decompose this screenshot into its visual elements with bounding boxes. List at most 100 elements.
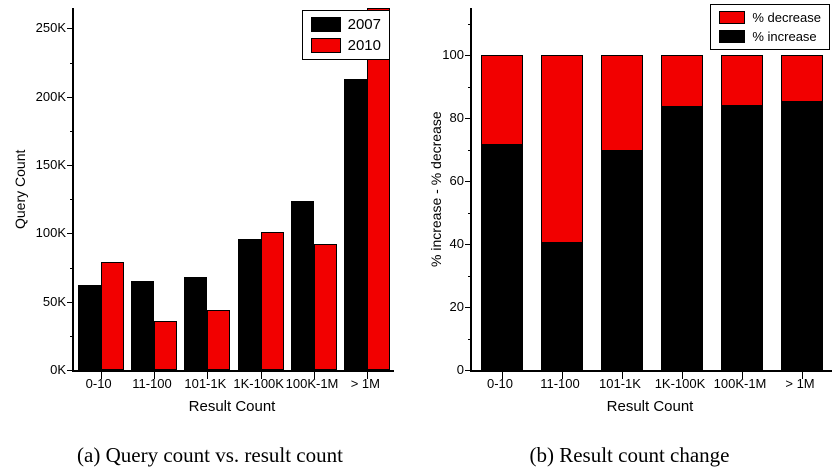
y-major-tick xyxy=(67,28,74,30)
x-tick-mark xyxy=(367,370,369,379)
plot-area-b xyxy=(465,8,832,379)
legend-a: 2007 2010 xyxy=(301,10,390,60)
y-minor-tick xyxy=(70,62,74,64)
legend-swatch-decrease xyxy=(719,11,746,24)
chart-a-panel: Query Count Result Count 2007 2010 (a) Qu… xyxy=(12,8,394,467)
legend-swatch-2007 xyxy=(310,17,341,32)
legend-b: % decrease % increase xyxy=(710,4,830,50)
plot-area-a xyxy=(67,8,394,379)
chart-b-panel: % increase - % decrease Result Count % d… xyxy=(420,0,839,476)
y-minor-tick xyxy=(468,212,472,214)
x-axis-title-b: Result Count xyxy=(606,398,694,415)
x-tick-label: 0-10 xyxy=(85,376,112,391)
y-tick-label: 200K xyxy=(35,88,66,104)
bar-2010-1m xyxy=(367,8,391,370)
y-tick-label: 150K xyxy=(35,157,66,173)
y-minor-tick xyxy=(70,267,74,269)
y-minor-tick xyxy=(468,149,472,151)
segment-decrease-11-100 xyxy=(541,55,583,243)
y-major-tick xyxy=(67,165,74,167)
x-tick-mark xyxy=(154,370,155,379)
bar-2007-1k-100k xyxy=(237,238,261,370)
bar-2007-101-1k xyxy=(184,277,208,370)
y-minor-tick xyxy=(468,275,472,277)
y-tick-label: 60 xyxy=(449,173,464,189)
segment-decrease-1k-100k xyxy=(661,55,703,108)
y-tick-label: 80 xyxy=(449,110,464,126)
segment-decrease-101-1k xyxy=(601,55,643,152)
x-tick-mark xyxy=(100,370,102,379)
bar-2010-100k-1m xyxy=(314,244,337,370)
y-minor-tick xyxy=(70,199,74,201)
y-major-tick xyxy=(465,244,472,246)
x-tick-label: 101-1K xyxy=(599,376,641,391)
bar-2010-101-1k xyxy=(207,309,231,370)
x-tick-mark xyxy=(562,370,563,379)
y-minor-tick xyxy=(70,335,74,337)
y-tick-label: 100K xyxy=(35,225,66,241)
x-tick-mark xyxy=(742,370,743,379)
x-tick-label: 1K-100K xyxy=(233,376,284,391)
x-axis-title-a: Result Count xyxy=(188,398,276,415)
x-tick-mark xyxy=(260,370,262,379)
y-tick-label: 0 xyxy=(456,362,464,377)
x-tick-mark xyxy=(502,370,503,379)
y-major-tick xyxy=(465,307,472,309)
segment-increase-11-100 xyxy=(541,242,583,370)
legend-swatch-increase xyxy=(719,30,746,43)
y-major-tick xyxy=(465,118,472,120)
y-major-tick xyxy=(67,370,74,371)
segment-decrease-1m xyxy=(781,55,823,103)
y-tick-label: 100 xyxy=(442,47,464,63)
y-major-tick xyxy=(465,370,472,371)
y-minor-tick xyxy=(468,338,472,340)
bar-2010-11-100 xyxy=(154,320,177,370)
x-tick-label: 101-1K xyxy=(184,376,227,391)
bar-2010-0-10 xyxy=(100,262,124,370)
caption-b: (b) Result count change xyxy=(529,443,730,467)
y-major-tick xyxy=(465,181,472,183)
y-major-tick xyxy=(67,96,74,98)
y-tick-label: 20 xyxy=(449,299,464,315)
x-tick-label: 100K-1M xyxy=(713,376,767,391)
legend-swatch-2010 xyxy=(310,38,341,53)
bar-2007-1m xyxy=(344,79,368,370)
legend-label: % increase xyxy=(752,29,817,44)
segment-decrease-0-10 xyxy=(481,55,523,145)
y-axis-title-a: Query Count xyxy=(12,149,28,229)
segment-increase-1m xyxy=(781,102,823,370)
legend-item-decrease: % decrease xyxy=(719,10,821,25)
x-tick-label: 0-10 xyxy=(486,376,514,391)
segment-increase-100k-1m xyxy=(721,105,763,370)
y-minor-tick xyxy=(70,130,74,132)
x-tick-mark xyxy=(802,370,803,379)
legend-label: 2007 xyxy=(347,16,381,33)
y-tick-label: 50K xyxy=(42,293,66,309)
y-major-tick xyxy=(465,55,472,57)
bar-2010-1k-100k xyxy=(260,232,284,370)
legend-item-increase: % increase xyxy=(719,29,821,44)
segment-increase-0-10 xyxy=(481,144,523,370)
y-tick-label: 40 xyxy=(449,236,464,252)
x-tick-mark xyxy=(314,370,315,379)
x-tick-mark xyxy=(682,370,683,379)
segment-increase-1k-100k xyxy=(661,107,703,370)
x-tick-label: > 1M xyxy=(785,376,815,391)
y-tick-label: 0K xyxy=(50,362,66,377)
y-minor-tick xyxy=(468,23,472,25)
bar-2007-100k-1m xyxy=(291,200,314,370)
legend-label: % decrease xyxy=(752,10,821,25)
bar-2007-0-10 xyxy=(77,285,101,370)
x-tick-label: 11-100 xyxy=(540,376,580,391)
y-major-tick xyxy=(67,301,74,303)
x-tick-label: 1K-100K xyxy=(654,376,706,391)
x-tick-mark xyxy=(207,370,209,379)
x-tick-label: 11-100 xyxy=(132,376,172,391)
legend-item-2007: 2007 xyxy=(310,16,381,33)
y-major-tick xyxy=(67,233,74,235)
segment-increase-101-1k xyxy=(601,151,643,370)
x-tick-label: > 1M xyxy=(350,376,380,391)
y-minor-tick xyxy=(468,86,472,88)
legend-label: 2010 xyxy=(347,37,381,54)
